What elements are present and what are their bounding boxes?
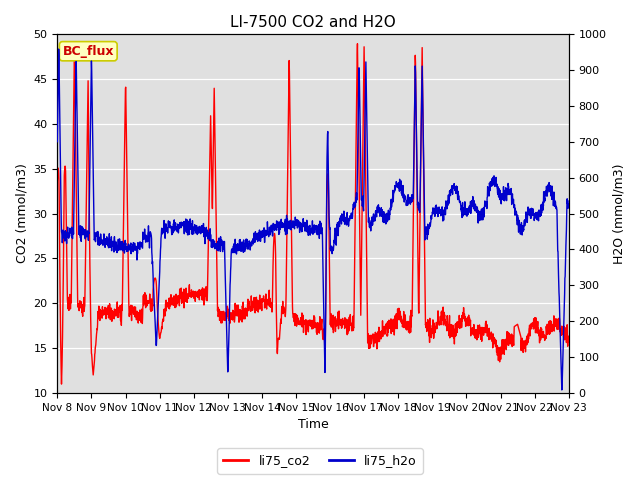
X-axis label: Time: Time: [298, 419, 328, 432]
Legend: li75_co2, li75_h2o: li75_co2, li75_h2o: [217, 448, 423, 474]
Title: LI-7500 CO2 and H2O: LI-7500 CO2 and H2O: [230, 15, 396, 30]
Y-axis label: H2O (mmol/m3): H2O (mmol/m3): [612, 163, 625, 264]
Y-axis label: CO2 (mmol/m3): CO2 (mmol/m3): [15, 164, 28, 264]
Text: BC_flux: BC_flux: [63, 45, 114, 58]
